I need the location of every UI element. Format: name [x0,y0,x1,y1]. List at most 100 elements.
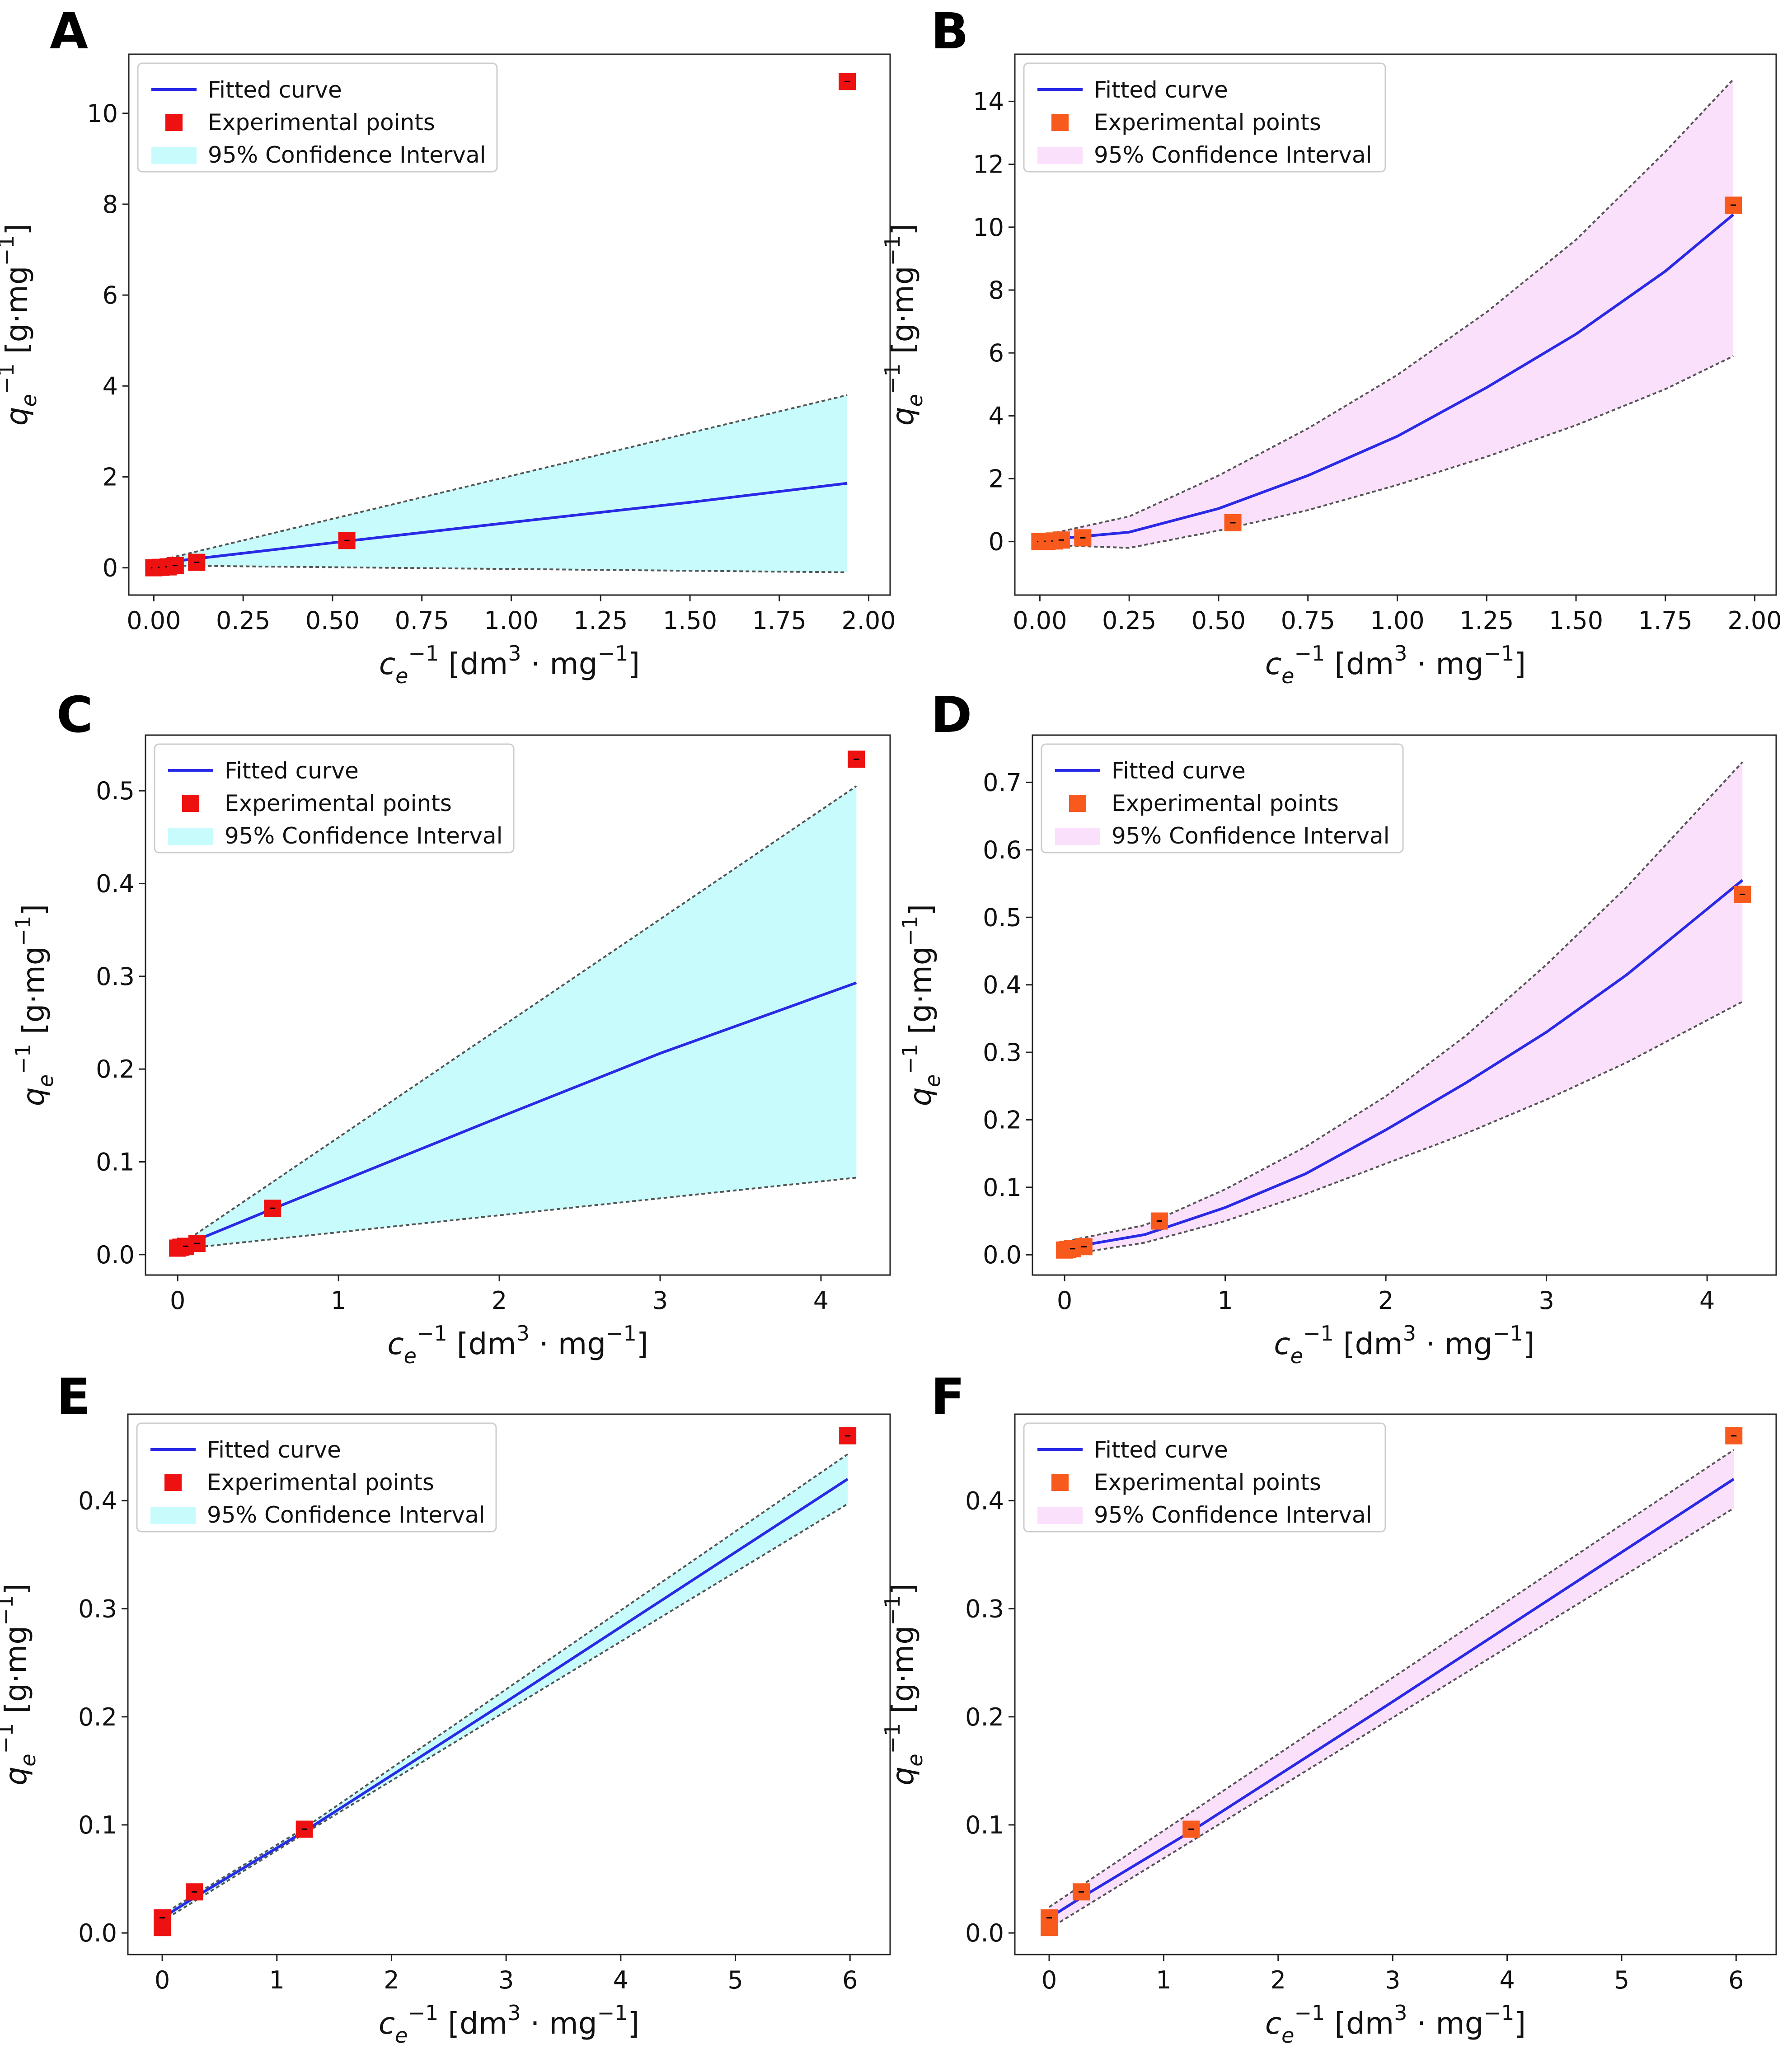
y-tick-label: 8 [989,276,1004,305]
confidence-band [1043,79,1734,548]
y-tick-label: 8 [103,190,118,219]
y-tick-label: 0.0 [78,1919,117,1947]
y-axis-label: qe−1 [g·mg−1] [880,1583,927,1785]
legend-label: 95% Confidence Interval [208,142,486,168]
x-tick-label: 2 [492,1286,507,1315]
y-tick-label: 2 [103,463,118,491]
legend-label: Fitted curve [225,758,359,784]
y-tick-label: 2 [989,465,1004,493]
legend: Fitted curve Experimental points 95% Confi… [1041,743,1404,853]
legend-label: 95% Confidence Interval [1094,142,1372,168]
confidence-lower-bound [1043,355,1734,549]
legend-point-swatch [165,114,183,131]
y-tick-label: 0.4 [78,1486,117,1515]
y-axis-label: qe−1 [g·mg−1] [0,1583,40,1785]
y-tick-label: 0.0 [983,1241,1022,1269]
legend-label: Fitted curve [207,1437,341,1463]
x-tick-label: 1.50 [663,606,717,635]
x-tick-label: 4 [1499,1966,1515,1994]
axes-frame [127,1413,891,1955]
x-tick-label: 2 [1271,1966,1286,1994]
legend: Fitted curve Experimental points 95% Confi… [137,62,498,173]
legend-box [154,743,515,853]
legend-band-swatch [1055,828,1100,845]
x-tick-label: 2.00 [1727,606,1782,635]
x-tick-label: 1 [1156,1966,1171,1994]
panel-b: B 0.00 0.25 0.50 0.75 1.00 1.25 1.50 1.75 2.00 0 2 4… [880,2,1782,688]
legend-label: Experimental points [1112,790,1339,816]
x-tick-label: 0.50 [305,606,360,635]
x-tick-label: 0.00 [127,606,181,635]
plot-area [1048,1449,1735,1930]
legend-band-swatch [150,1507,196,1524]
y-axis-label: qe−1 [g·mg−1] [880,224,927,426]
y-tick-label: 0.0 [96,1241,135,1269]
confidence-lower-bound [157,564,848,573]
panel-d: D 0 1 2 3 4 0.0 0.1 0.2 0.3 0.4 0.5 0.6 0.7 ce−1 [dm3 … [898,686,1777,1368]
confidence-lower-bound [162,1503,849,1922]
panel-label: B [931,2,969,60]
panel-c: C 0 1 2 3 4 0.0 0.1 0.2 0.3 0.4 0.5 ce−1 [dm3 · mg−1… [11,686,891,1368]
plot-area [178,785,857,1250]
legend-point-swatch [1051,114,1069,131]
legend-box [136,1422,497,1533]
legend-label: Experimental points [1094,109,1321,136]
y-tick-label: 0.3 [965,1595,1004,1623]
fitted-curve [157,482,848,565]
x-tick-label: 0 [1041,1966,1057,1994]
x-tick-label: 0 [170,1286,185,1315]
x-tick-label: 5 [1614,1966,1629,1994]
legend-label: 95% Confidence Interval [225,823,503,849]
confidence-upper-bound [157,394,848,562]
x-tick-label: 2 [384,1966,399,1994]
legend-point-swatch [1051,1474,1069,1491]
x-tick-label: 1.50 [1549,606,1603,635]
confidence-upper-bound [1066,761,1743,1242]
x-tick-label: 0.25 [1102,606,1156,635]
x-tick-label: 0.75 [1281,606,1335,635]
confidence-upper-bound [1043,79,1734,536]
legend-label: Fitted curve [1094,77,1228,103]
confidence-upper-bound [178,785,857,1246]
y-axis-label: qe−1 [g·mg−1] [0,224,41,426]
fitted-curve [1043,213,1735,542]
y-tick-label: 0.0 [965,1919,1004,1947]
x-tick-label: 0.25 [216,606,270,635]
fitted-curve [1066,879,1744,1250]
legend: Fitted curve Experimental points 95% Confi… [1023,62,1386,173]
legend-box [1023,62,1386,173]
confidence-lower-bound [1066,1001,1743,1256]
x-tick-label: 2.00 [841,606,896,635]
legend-box [1023,1422,1386,1533]
y-tick-label: 0.1 [78,1811,117,1839]
axes-frame [128,53,891,596]
x-tick-label: 0 [1057,1286,1072,1315]
legend-point-swatch [164,1474,182,1491]
x-tick-label: 1.25 [1459,606,1514,635]
panel-label: A [50,2,88,60]
legend: Fitted curve Experimental points 95% Confi… [136,1422,497,1533]
y-axis-label: qe−1 [g·mg−1] [898,904,945,1106]
legend-label: Experimental points [207,1469,434,1496]
x-axis-label: ce−1 [dm3 · mg−1] [379,2001,639,2048]
x-tick-label: 1.00 [484,606,538,635]
y-tick-label: 0.2 [78,1703,117,1731]
y-tick-label: 0.3 [96,962,135,991]
x-tick-label: 3 [1385,1966,1400,1994]
x-tick-label: 1 [1217,1286,1233,1315]
y-tick-label: 0.7 [983,769,1022,797]
confidence-band [1066,762,1743,1255]
x-tick-label: 0.50 [1192,606,1246,635]
legend-label: Experimental points [1094,1469,1321,1496]
axes-frame [1014,1413,1777,1955]
y-tick-label: 12 [973,150,1004,179]
legend-box [1041,743,1404,853]
y-tick-label: 0.3 [983,1038,1022,1067]
x-tick-label: 1.75 [752,606,807,635]
x-tick-label: 0 [155,1966,170,1994]
legend-label: 95% Confidence Interval [1094,1502,1372,1528]
panel-label: C [56,686,93,744]
legend: Fitted curve Experimental points 95% Confi… [154,743,515,853]
x-tick-label: 0.00 [1013,606,1067,635]
